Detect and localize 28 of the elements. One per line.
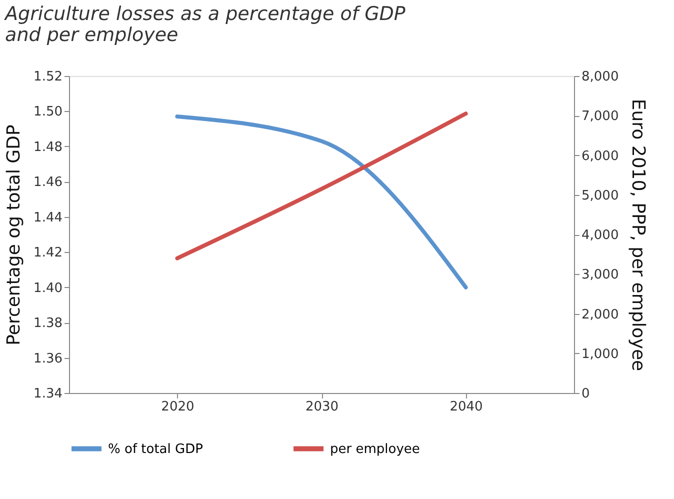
x-tick-label: 2040 xyxy=(450,400,483,414)
text: Agriculture losses as a percentage of GDP xyxy=(5,3,406,25)
y-tick-label: 1.48 xyxy=(34,140,62,155)
x-tick-label: 2020 xyxy=(161,400,194,414)
y-axis-title: Percentage og total GDP xyxy=(4,124,25,346)
y2-tick-label: 4,000 xyxy=(582,228,619,243)
y2-tick-label: 1,000 xyxy=(582,346,619,362)
y-tick-label: 1.50 xyxy=(34,104,62,120)
y2-axis-title: Euro 2010, PPP, per employee xyxy=(628,98,649,372)
text: and per employee xyxy=(5,24,178,46)
y2-tick-label: 0 xyxy=(582,386,590,402)
y-tick-label: 1.46 xyxy=(34,175,62,190)
y2-tick-label: 6,000 xyxy=(582,148,619,164)
y-tick-label: 1.44 xyxy=(34,210,62,226)
y-tick-label: 1.42 xyxy=(34,246,62,261)
y2-tick-label: 3,000 xyxy=(582,268,619,283)
y2-tick-label: 2,000 xyxy=(582,307,619,322)
legend-label: % of total GDP xyxy=(108,442,204,457)
legend-label: per employee xyxy=(330,442,420,457)
y-tick-label: 1.34 xyxy=(34,386,62,402)
y-tick-label: 1.38 xyxy=(34,316,62,332)
y2-tick-label: 7,000 xyxy=(582,109,619,124)
x-tick-label: 2030 xyxy=(305,400,339,414)
y-tick-label: 1.40 xyxy=(34,280,62,296)
y-tick-label: 1.52 xyxy=(34,70,62,84)
y2-tick-label: 5,000 xyxy=(582,188,619,204)
y-tick-label: 1.36 xyxy=(34,351,62,366)
y2-tick-label: 8,000 xyxy=(582,70,619,84)
